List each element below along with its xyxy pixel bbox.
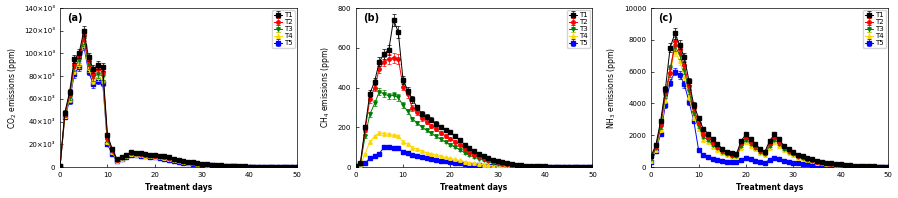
X-axis label: Treatment days: Treatment days <box>440 183 507 192</box>
X-axis label: Treatment days: Treatment days <box>145 183 212 192</box>
Legend: T1, T2, T3, T4, T5: T1, T2, T3, T4, T5 <box>863 10 886 49</box>
Text: (a): (a) <box>67 13 83 23</box>
Y-axis label: CO$_2$ emissions (ppm): CO$_2$ emissions (ppm) <box>5 47 19 129</box>
Text: (b): (b) <box>363 13 379 23</box>
Y-axis label: NH$_3$ emissions (ppm): NH$_3$ emissions (ppm) <box>605 47 618 129</box>
Y-axis label: CH$_4$ emissions (ppm): CH$_4$ emissions (ppm) <box>319 47 331 129</box>
Legend: T1, T2, T3, T4, T5: T1, T2, T3, T4, T5 <box>567 10 590 49</box>
Legend: T1, T2, T3, T4, T5: T1, T2, T3, T4, T5 <box>271 10 295 49</box>
X-axis label: Treatment days: Treatment days <box>736 183 803 192</box>
Text: (c): (c) <box>658 13 673 23</box>
